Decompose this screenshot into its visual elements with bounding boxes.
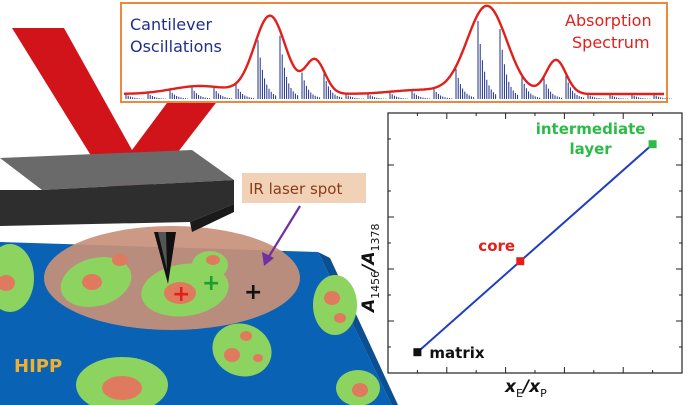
spectrum-label-line2: Spectrum bbox=[572, 33, 650, 52]
particle bbox=[0, 244, 34, 312]
sample-surface: + + + HIPP bbox=[0, 226, 398, 405]
laser-spot-callout: IR laser spot bbox=[242, 173, 366, 266]
cantilever-oscillations bbox=[125, 20, 673, 99]
fit-line bbox=[416, 143, 654, 353]
point-label-intermediate-line1: intermediate bbox=[536, 120, 646, 138]
particle bbox=[192, 251, 228, 279]
point-label-core: core bbox=[478, 237, 515, 255]
cantilever-side bbox=[0, 180, 234, 226]
particle bbox=[60, 254, 132, 307]
marker-core: + bbox=[172, 282, 190, 307]
plot-frame bbox=[387, 112, 683, 374]
spectrum-panel: Cantilever Oscillations Absorption Spect… bbox=[120, 2, 673, 103]
absorption-spectrum-curve bbox=[123, 4, 664, 96]
matrix-label: HIPP bbox=[14, 356, 62, 377]
y-axis-label: A1456/A1378 bbox=[359, 223, 382, 314]
laser-spot-label: IR laser spot bbox=[249, 180, 342, 198]
plot-ticks bbox=[388, 113, 682, 373]
oscillations-label-line1: Cantilever bbox=[130, 15, 212, 34]
marker-intermediate: + bbox=[202, 271, 220, 296]
cantilever-front bbox=[190, 204, 234, 232]
ir-laser-beam bbox=[12, 28, 246, 196]
particle bbox=[313, 275, 357, 335]
x-axis-label: xE/xP bbox=[504, 377, 547, 400]
particle bbox=[212, 323, 272, 377]
data-point-core bbox=[516, 257, 525, 266]
particle bbox=[336, 370, 380, 405]
point-label-matrix: matrix bbox=[429, 344, 484, 362]
oscillations-label-line2: Oscillations bbox=[130, 37, 222, 56]
afm-cantilever bbox=[0, 28, 246, 284]
marker-matrix: + bbox=[244, 280, 262, 305]
data-point-matrix bbox=[413, 348, 422, 357]
particle bbox=[76, 357, 168, 405]
ratio-plot: matrix core intermediate layer A1456/A13… bbox=[359, 112, 683, 400]
data-point-intermediate-layer bbox=[648, 140, 657, 149]
spectrum-label-line1: Absorption bbox=[565, 11, 652, 30]
cantilever-top bbox=[0, 150, 234, 190]
point-label-intermediate-line2: layer bbox=[570, 140, 613, 158]
